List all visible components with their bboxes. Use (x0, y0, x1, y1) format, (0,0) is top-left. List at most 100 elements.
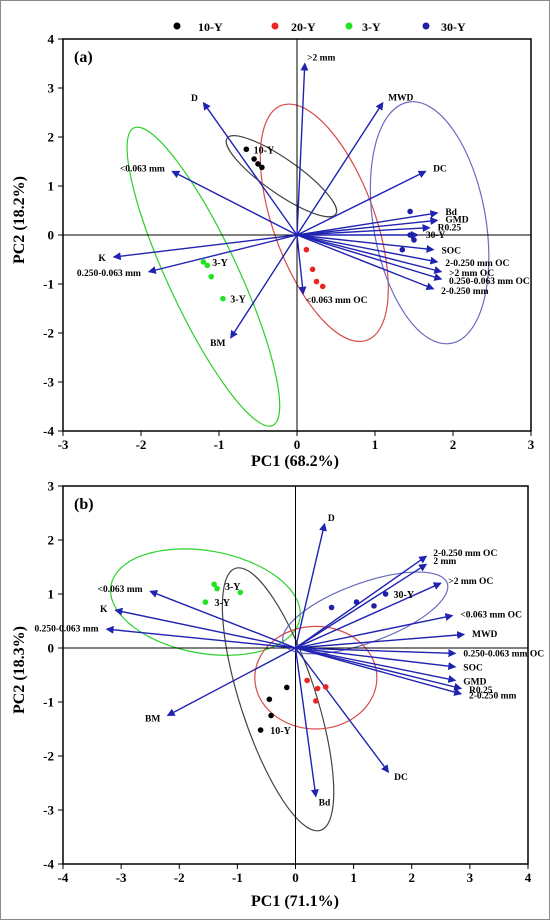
panel-b-point-10-y-12 (283, 684, 290, 691)
legend-marker-20y (271, 22, 279, 30)
panel-b-point-30-y-6 (353, 599, 360, 605)
panel-b-point-20-y-9 (314, 685, 321, 692)
panel-b-vector-2-mm-oc (295, 582, 442, 649)
panel-a-vector-label-2-mm-oc: >2 mm OC (449, 269, 494, 279)
legend-label-10y: 10-Y (198, 20, 223, 34)
legend-marker-3y (345, 22, 353, 30)
legend-marker-30y (422, 22, 430, 30)
panel-b-x-tick-label-2: 2 (409, 870, 416, 885)
panel-a-vector-label-k: K (98, 254, 106, 264)
panel-a-point-3-y-11 (220, 295, 226, 302)
panel-a-y-tick-label-1: -1 (43, 277, 54, 292)
panel-b-y-tick-label-2: 2 (48, 533, 55, 548)
panel-a-vector-2-0-250-mm-oc (296, 234, 439, 265)
panel-a-point-20-y-5 (309, 266, 316, 273)
panel-a-vector-bd (296, 210, 439, 236)
panel-b-vector-0-250-0-063-mm-oc (295, 647, 457, 658)
panel-a-x-tick-label-1: -1 (214, 437, 225, 452)
panel-a-point-30-y-14 (411, 237, 417, 243)
panel-b-point-label-1: 3-Y (214, 598, 230, 609)
panel-b-vector-soc (295, 647, 457, 671)
panel-a-point-label-0: 10-Y (254, 145, 275, 156)
panel-b-x-tick-label-3: 3 (467, 870, 474, 885)
panel-b-y-tick-label-0: 0 (48, 641, 55, 656)
panel-b-point-20-y-11 (313, 698, 319, 704)
panel-b-y-axis-title: PC2 (18.3%) (11, 626, 28, 714)
panel-a-point-labels: 10-Y 3-Y 3-Y (212, 145, 275, 305)
panel-b-ellipse-10-y (221, 567, 335, 832)
panel-a-vector-label-2-0-250-mm-oc: 2-0.250 mm OC (445, 259, 509, 269)
panel-b-points (202, 581, 389, 733)
panel-b-vector-label-0-250-0-063-mm: 0.250-0.063 mm (34, 625, 98, 635)
legend: 10-Y 20-Y 3-Y 30-Y (173, 20, 466, 34)
panel-a-point-20-y-6 (313, 278, 320, 285)
panel-a-x-tick-label-1: 1 (372, 437, 379, 452)
panel-b-vector-2-0-250-mm (295, 647, 463, 696)
panel-a-point-30-y-12 (407, 208, 413, 215)
panel-a-points (200, 146, 417, 302)
panel-a-point-10-y-0 (243, 146, 250, 153)
panel-a-y-tick-label-4: 4 (48, 32, 55, 47)
legend-marker-10y (173, 22, 181, 30)
panel-a-point-30-y-13 (407, 232, 413, 238)
panel-b-vector-0-250-0-063-mm (105, 625, 296, 649)
panel-a-x-tick-label-0: 0 (294, 437, 301, 452)
panel-a-vector-bm (230, 234, 298, 339)
panel-b-vector-label-2-mm-oc: >2 mm OC (448, 577, 493, 587)
panel-b-vector-label-d: D (328, 514, 335, 524)
panel-b-point-3-y-1 (214, 585, 220, 592)
panel-a-x-tick-label-3: 3 (528, 437, 535, 452)
panel-b-point-30-y-4 (382, 591, 389, 597)
panel-b-vector-label-0-063-mm-oc: <0.063 mm OC (460, 610, 522, 620)
panel-a-vector-0-250-0-063-mm (147, 234, 298, 274)
panel-a-ticks: -3 -2 -1 0 1 2 3 -4 -3 -2 -1 0 1 2 3 4 (43, 32, 535, 453)
panel-a-vector-label-0-063-mm: <0.063 mm (120, 165, 165, 175)
panel-a-vector-label-2-0-250-mm: 2-0.250 mm (441, 287, 489, 297)
panel-a-vector-label-2-mm: >2 mm (307, 54, 335, 64)
panel-b-x-tick-label-4: -4 (58, 870, 69, 885)
panel-a-vector-k (112, 234, 298, 261)
panel-b-y-tick-label-2: -2 (43, 749, 54, 764)
panel-b-vector-gmd (295, 647, 457, 683)
panel-b-vector-label-2-0-250-mm: 2-0.250 mm (469, 692, 517, 702)
panel-b-y-tick-label-1: -1 (43, 695, 54, 710)
panel-b-point-30-y-5 (371, 603, 377, 609)
panel-a-y-tick-label-2: 2 (48, 130, 55, 145)
panel-a-point-20-y-7 (319, 283, 326, 290)
panel-b-vector-label-gmd: GMD (463, 678, 486, 688)
panel-a-x-tick-label-2: 2 (450, 437, 457, 452)
panel-a-vector-gmd (296, 217, 439, 236)
panel-a-vector-label-dc: DC (433, 165, 447, 175)
panel-a-ellipses (126, 101, 490, 427)
panel-a-x-tick-label-2: -2 (136, 437, 147, 452)
panel-a-y-axis-title: PC2 (18.2%) (11, 176, 28, 264)
panel-a-vector-label-30-y: 30-Y (426, 231, 446, 241)
panel-b-x-tick-label-0: 0 (292, 870, 299, 885)
panel-a-x-tick-label-3: -3 (58, 437, 69, 452)
panel-a-vector-0-250-0-063-mm-oc (296, 234, 443, 281)
panel-b-point-20-y-10 (322, 684, 329, 690)
panel-b-vectors: D 2-0.250 mm OC2 mm >2 mm OC <0.063 mm OC MW… (34, 514, 544, 808)
panel-b-vector-2-0-250-mm-oc (295, 555, 428, 649)
panel-b-point-3-y-0 (211, 581, 217, 588)
panel-a-vector-label-r0-25: R0.25 (438, 223, 462, 233)
panel-a-x-axis-title: PC1 (68.2%) (251, 453, 339, 470)
panel-b-y-tick-label-1: 1 (48, 587, 55, 602)
panel-b-point-3-y-2 (237, 589, 244, 596)
panel-b-x-tick-label-2: -2 (174, 870, 185, 885)
panel-a-ellipse-10-y (225, 135, 338, 218)
panel-b-vector-d (294, 522, 327, 649)
panel-a-y-tick-label-3: 3 (48, 81, 55, 96)
panel-a-vector-label-soc: SOC (441, 246, 461, 256)
panel-a-vector-label-mwd: MWD (388, 94, 413, 104)
panel-a-vector-label-bm: BM (210, 339, 225, 349)
panel-a-ellipse-30-y (369, 101, 490, 345)
panel-b-point-label-0: 3-Y (225, 582, 241, 593)
panel-b-ellipses (109, 548, 449, 832)
panel-b-vector-mwd (295, 631, 466, 649)
panel-a-point-3-y-9 (204, 262, 211, 269)
panel-a-point-label-2: 3-Y (230, 295, 246, 306)
panel-b-x-tick-label-1: 1 (350, 870, 357, 885)
panel-b-point-10-y-13 (266, 696, 273, 703)
panel-b-y-tick-label-3: -3 (43, 803, 54, 818)
